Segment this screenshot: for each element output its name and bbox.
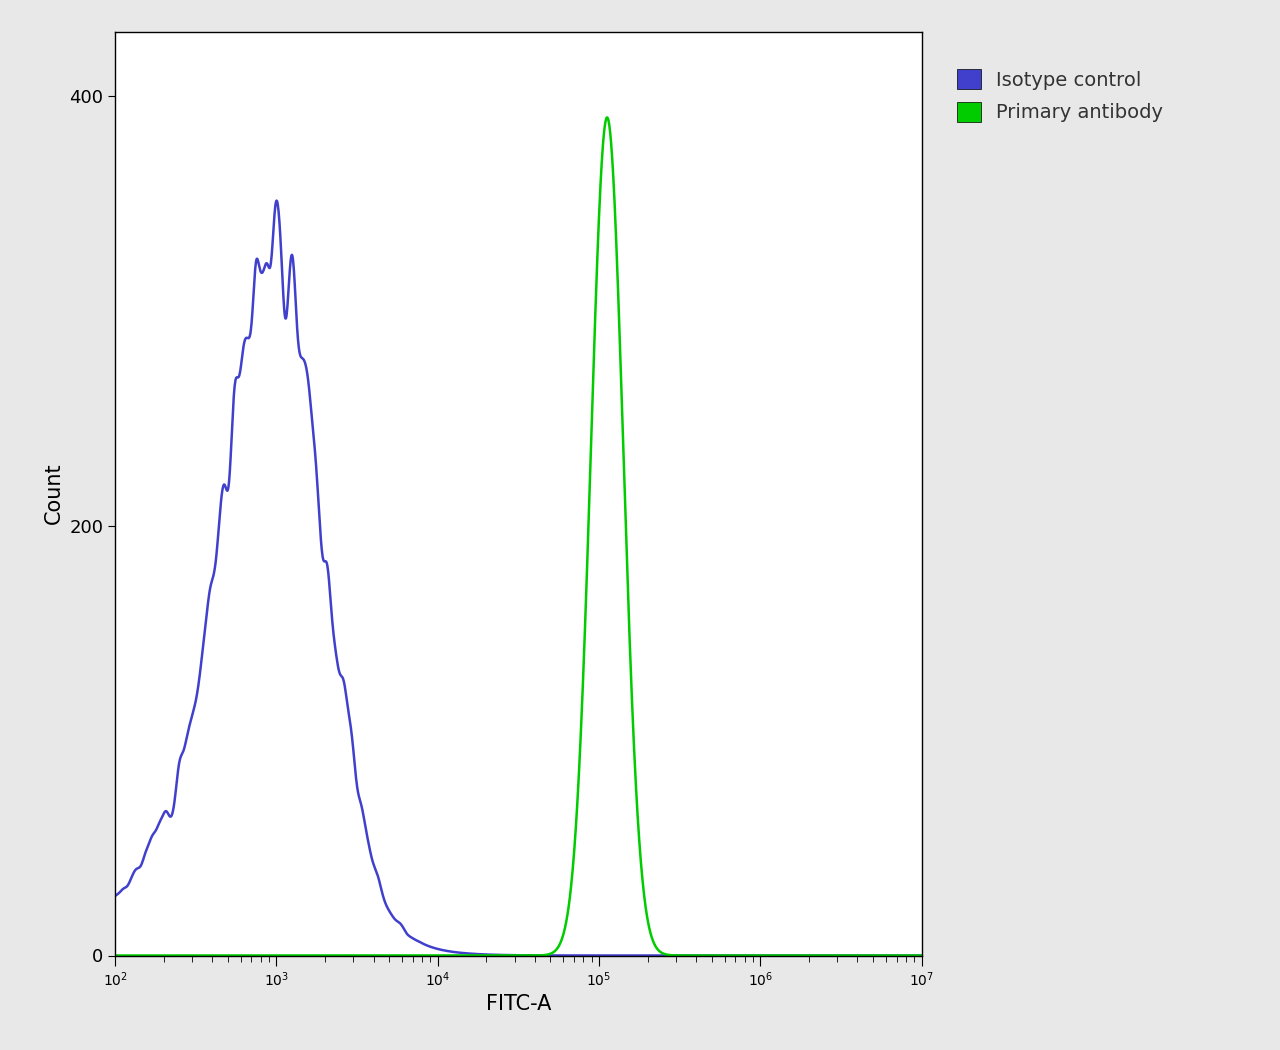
Y-axis label: Count: Count [44, 463, 64, 524]
X-axis label: FITC-A: FITC-A [485, 994, 552, 1014]
Legend: Isotype control, Primary antibody: Isotype control, Primary antibody [947, 60, 1172, 132]
